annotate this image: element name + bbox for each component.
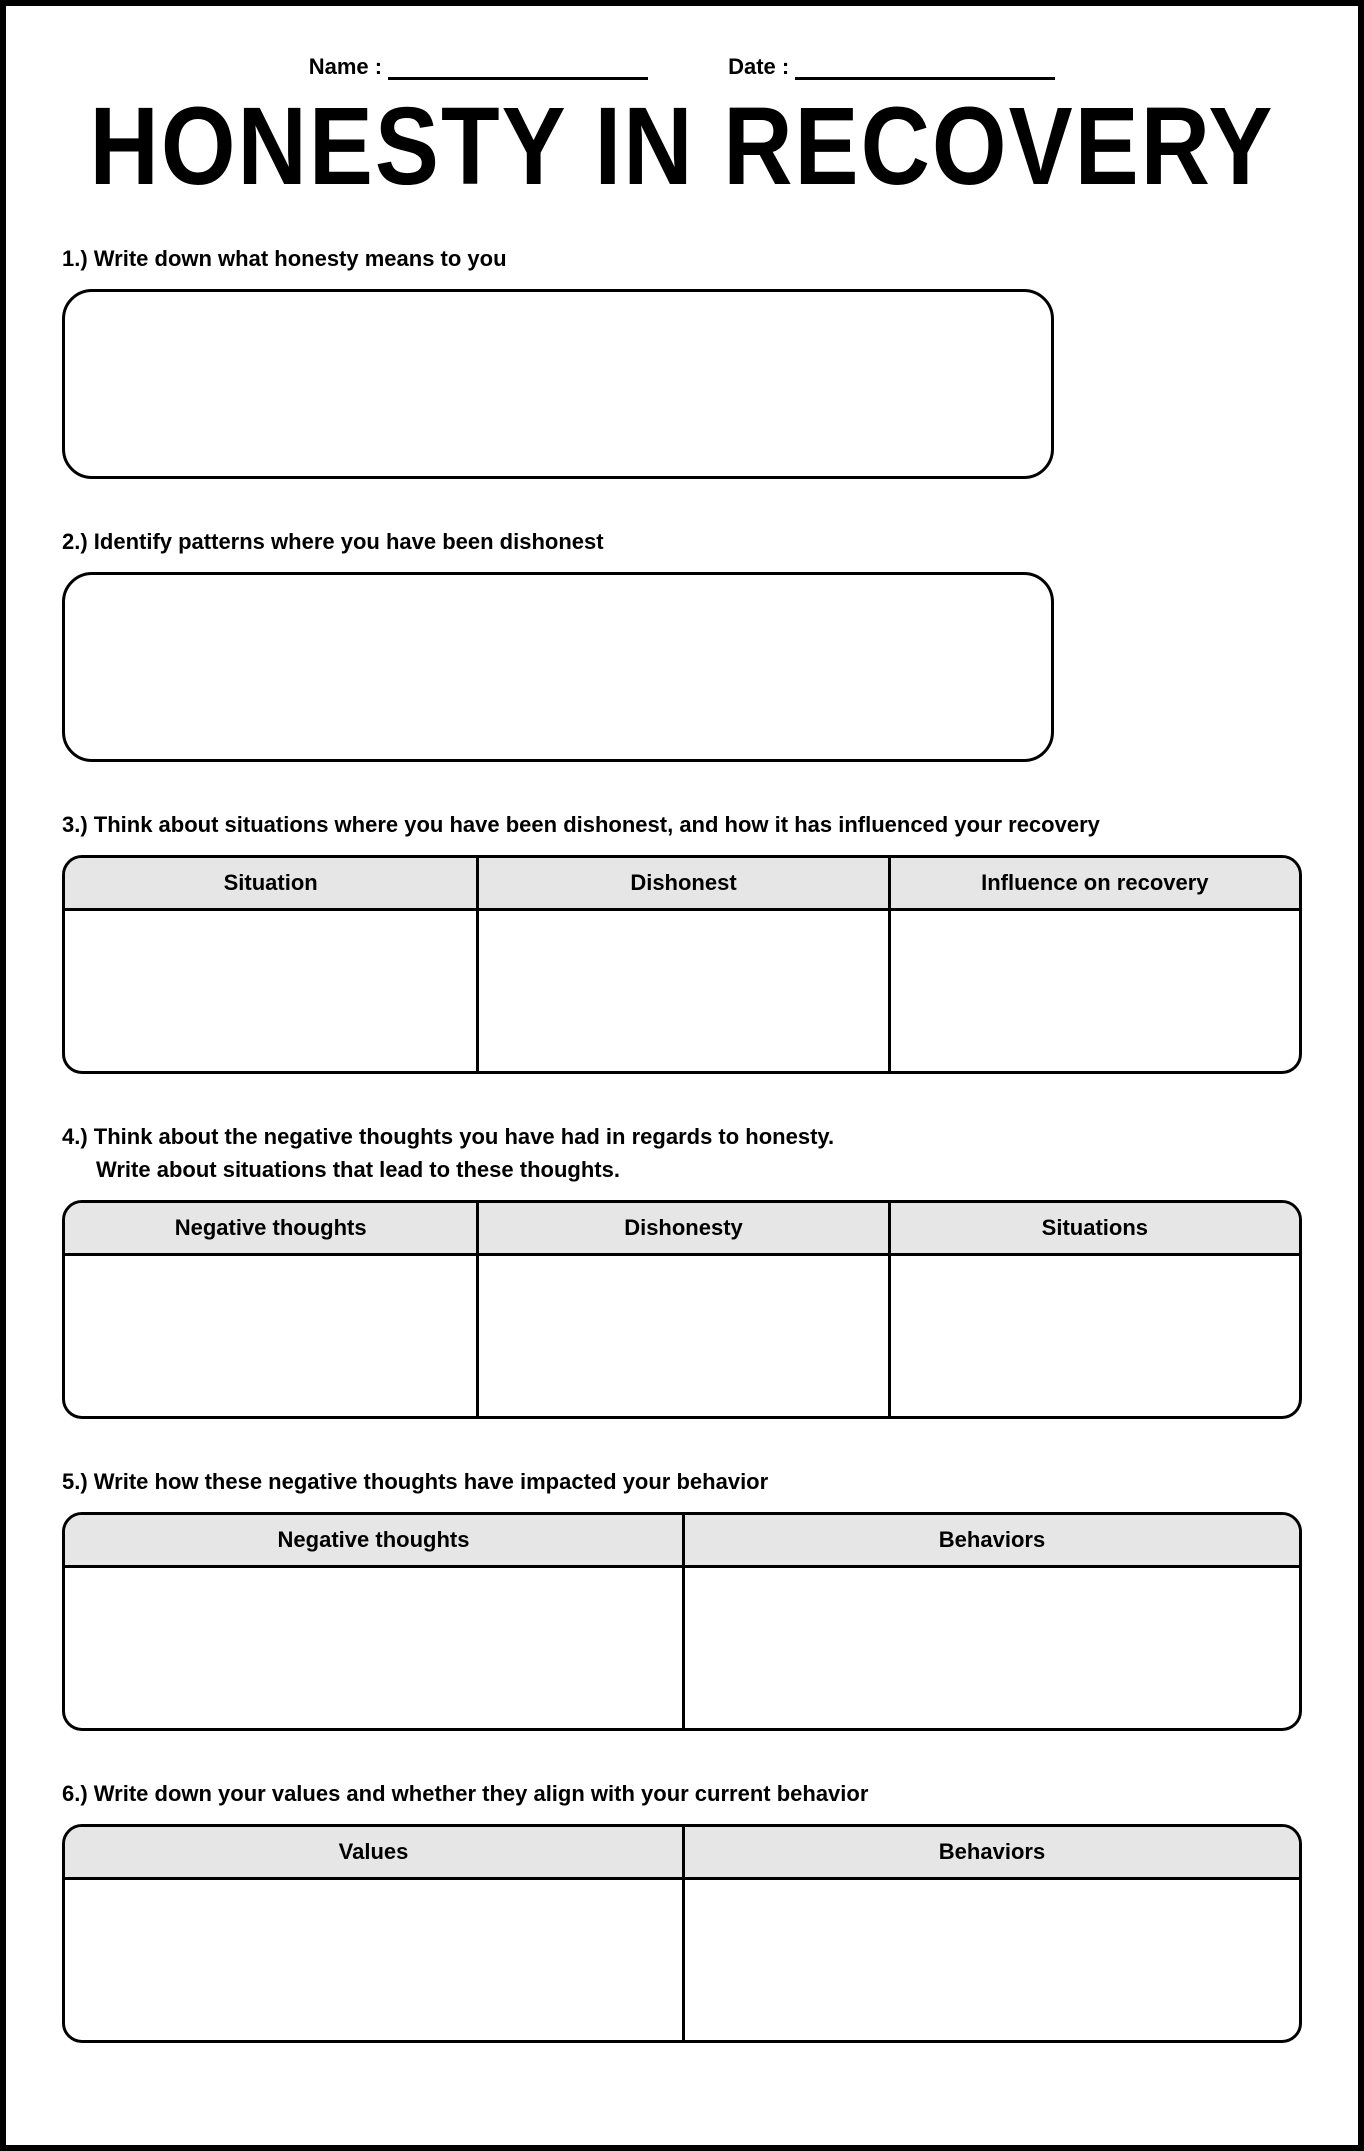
section-q6: 6.) Write down your values and whether t…	[62, 1777, 1302, 2043]
q4-cell-3[interactable]	[888, 1256, 1299, 1416]
q6-table: Values Behaviors	[62, 1824, 1302, 2043]
q5-col1-header: Negative thoughts	[65, 1515, 682, 1568]
worksheet-page: Name : Date : HONESTY IN RECOVERY 1.) Wr…	[0, 0, 1364, 2151]
q3-col2-header: Dishonest	[476, 858, 887, 911]
section-q5: 5.) Write how these negative thoughts ha…	[62, 1465, 1302, 1731]
section-q4: 4.) Think about the negative thoughts yo…	[62, 1120, 1302, 1419]
q6-cell-1[interactable]	[65, 1880, 682, 2040]
q5-cell-2[interactable]	[682, 1568, 1299, 1728]
q4-prompt: 4.) Think about the negative thoughts yo…	[62, 1120, 1302, 1186]
name-input-line[interactable]	[388, 62, 648, 80]
q4-col3-header: Situations	[888, 1203, 1299, 1256]
date-input-line[interactable]	[795, 62, 1055, 80]
q3-cell-3[interactable]	[888, 911, 1299, 1071]
section-q3: 3.) Think about situations where you hav…	[62, 808, 1302, 1074]
q4-cell-2[interactable]	[476, 1256, 887, 1416]
q2-prompt: 2.) Identify patterns where you have bee…	[62, 525, 1302, 558]
q3-prompt: 3.) Think about situations where you hav…	[62, 808, 1302, 841]
q6-col1-header: Values	[65, 1827, 682, 1880]
q4-table: Negative thoughts Dishonesty Situations	[62, 1200, 1302, 1419]
name-field: Name :	[309, 54, 648, 80]
q4-prompt-line2: Write about situations that lead to thes…	[62, 1157, 620, 1182]
header-line: Name : Date :	[62, 54, 1302, 80]
q4-col1-header: Negative thoughts	[65, 1203, 476, 1256]
date-field: Date :	[728, 54, 1055, 80]
q4-col2-header: Dishonesty	[476, 1203, 887, 1256]
q6-prompt: 6.) Write down your values and whether t…	[62, 1777, 1302, 1810]
q3-cell-1[interactable]	[65, 911, 476, 1071]
page-title: HONESTY IN RECOVERY	[62, 84, 1302, 211]
q3-table: Situation Dishonest Influence on recover…	[62, 855, 1302, 1074]
q6-cell-2[interactable]	[682, 1880, 1299, 2040]
q5-table: Negative thoughts Behaviors	[62, 1512, 1302, 1731]
q4-prompt-line1: 4.) Think about the negative thoughts yo…	[62, 1124, 834, 1149]
q6-col2-header: Behaviors	[682, 1827, 1299, 1880]
section-q2: 2.) Identify patterns where you have bee…	[62, 525, 1302, 762]
q3-col3-header: Influence on recovery	[888, 858, 1299, 911]
q5-col2-header: Behaviors	[682, 1515, 1299, 1568]
q3-cell-2[interactable]	[476, 911, 887, 1071]
q1-prompt: 1.) Write down what honesty means to you	[62, 242, 1302, 275]
q3-col1-header: Situation	[65, 858, 476, 911]
q4-cell-1[interactable]	[65, 1256, 476, 1416]
name-label: Name :	[309, 54, 382, 80]
q2-answer-box[interactable]	[62, 572, 1054, 762]
section-q1: 1.) Write down what honesty means to you	[62, 242, 1302, 479]
q5-cell-1[interactable]	[65, 1568, 682, 1728]
q5-prompt: 5.) Write how these negative thoughts ha…	[62, 1465, 1302, 1498]
q1-answer-box[interactable]	[62, 289, 1054, 479]
date-label: Date :	[728, 54, 789, 80]
